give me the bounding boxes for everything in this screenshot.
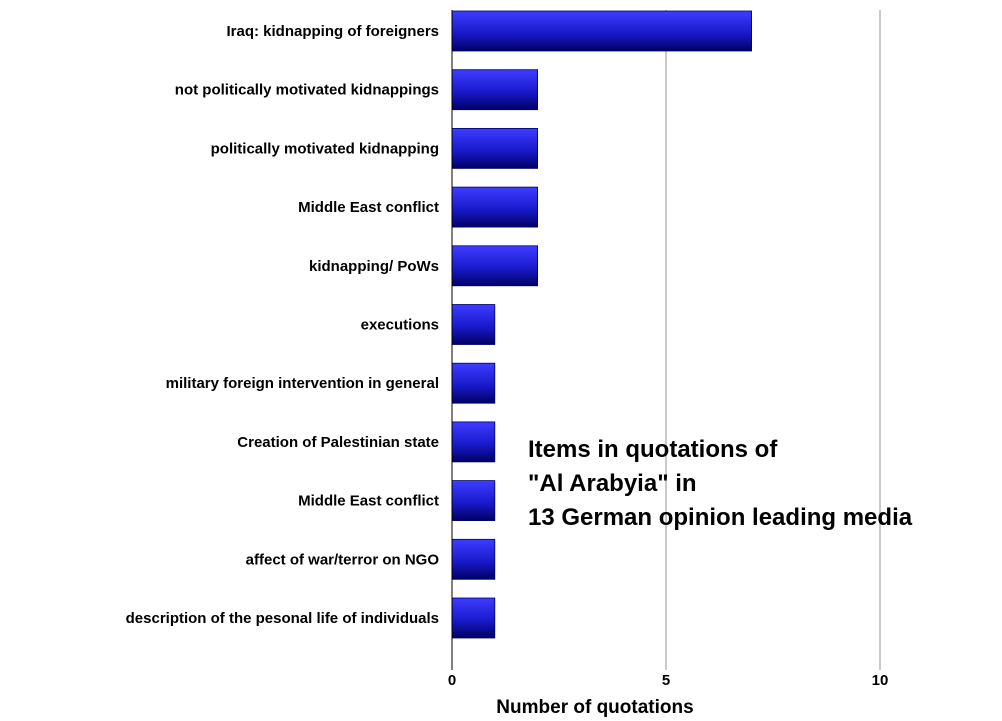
bar: [451, 127, 538, 169]
category-label: military foreign intervention in general: [166, 375, 439, 392]
category-label: executions: [361, 317, 439, 334]
bar: [451, 304, 496, 345]
category-labels: Iraq: kidnapping of foreigners not politi…: [126, 23, 440, 627]
bar: [451, 421, 496, 463]
category-label: kidnapping/ PoWs: [309, 258, 439, 275]
x-tick-label: 10: [872, 672, 889, 689]
bar: [451, 362, 496, 404]
bar: [451, 480, 496, 522]
category-label: Creation of Palestinian state: [237, 434, 439, 451]
bar: [451, 186, 538, 228]
category-label: Middle East conflict: [298, 199, 439, 216]
category-label: Iraq: kidnapping of foreigners: [226, 23, 439, 40]
bars: [451, 10, 753, 639]
annotation-line-3: 13 German opinion leading media: [528, 504, 913, 531]
bar: [451, 69, 538, 111]
bar: [451, 10, 753, 52]
chart-annotation: Items in quotations of "Al Arabyia" in 1…: [528, 436, 913, 531]
x-tick-label: 5: [662, 672, 670, 689]
category-label: politically motivated kidnapping: [211, 140, 439, 157]
bar: [451, 245, 538, 287]
annotation-line-1: Items in quotations of: [528, 436, 778, 463]
bar: [451, 597, 496, 639]
category-label: not politically motivated kidnappings: [175, 82, 439, 99]
category-label: description of the pesonal life of indiv…: [126, 610, 439, 627]
grid: [665, 10, 881, 670]
annotation-line-2: "Al Arabyia" in: [528, 470, 697, 497]
category-label: Middle East conflict: [298, 493, 439, 510]
x-axis-title: Number of quotations: [496, 697, 693, 718]
bar: [451, 538, 496, 580]
category-label: affect of war/terror on NGO: [246, 551, 440, 568]
x-tick-label: 0: [448, 672, 456, 689]
x-tick-labels: 0 5 10: [448, 672, 889, 689]
